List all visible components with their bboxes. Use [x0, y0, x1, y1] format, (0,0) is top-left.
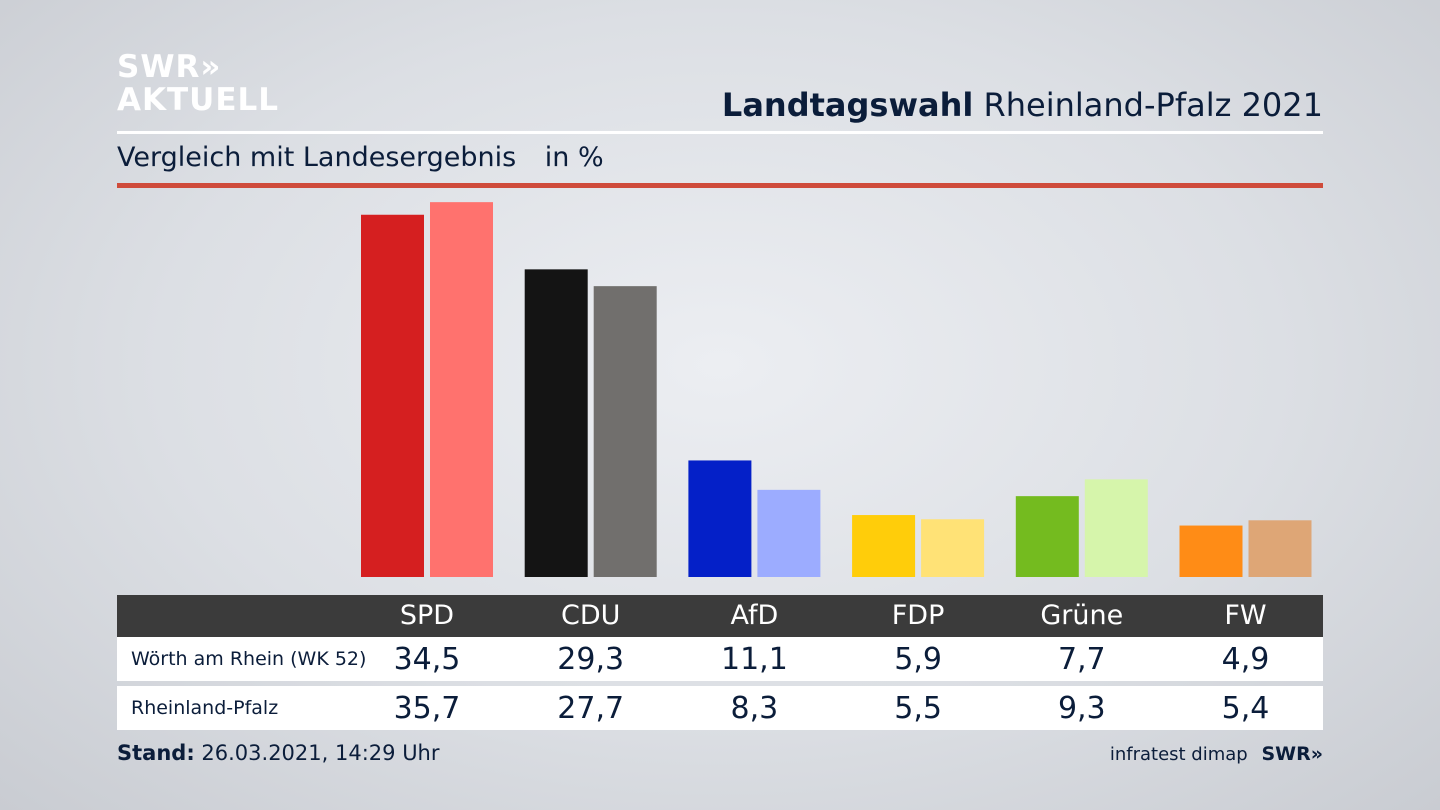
- value-afd-district: 11,1: [720, 642, 788, 677]
- row-label: Rheinland-Pfalz: [131, 697, 279, 719]
- title-bold: Landtagswahl: [721, 86, 974, 124]
- page-title: Landtagswahl Rheinland-Pfalz 2021: [722, 86, 1323, 124]
- title-divider: [117, 131, 1323, 134]
- value-cdu-district: 29,3: [557, 642, 625, 677]
- source-credit: infratest dimap SWR»: [1110, 743, 1323, 765]
- table-row: Rheinland-Pfalz 35,7 27,7 8,3 5,5 9,3 5,4: [117, 686, 1323, 730]
- bar-fw-district: [1179, 525, 1243, 577]
- stand-value: 26.03.2021, 14:29 Uhr: [201, 741, 440, 765]
- bar-afd-district: [688, 460, 752, 577]
- logo-line-2: AKTUELL: [117, 82, 280, 118]
- value-fw-district: 4,9: [1221, 642, 1270, 677]
- bar-spd-district: [361, 214, 424, 577]
- swr-brand: SWR»: [1261, 743, 1323, 765]
- value-spd-district: 34,5: [393, 642, 461, 677]
- table-row: Wörth am Rhein (WK 52) 34,5 29,3 11,1 5,9 7,…: [117, 637, 1323, 681]
- value-grüne-district: 7,7: [1057, 642, 1106, 677]
- unit-label: in %: [544, 142, 604, 173]
- timestamp: Stand: 26.03.2021, 14:29 Uhr: [117, 741, 440, 765]
- bar-cdu-state: [593, 286, 657, 577]
- bar-cdu-district: [524, 269, 588, 577]
- bar-spd-state: [430, 202, 493, 577]
- category-label-cdu: CDU: [560, 600, 621, 631]
- subtitle-text: Vergleich mit Landesergebnis: [117, 142, 517, 173]
- value-cdu-state: 27,7: [557, 691, 625, 726]
- logo-line-1: SWR»: [117, 49, 222, 85]
- value-fdp-state: 5,5: [894, 691, 942, 726]
- category-label-afd: AfD: [730, 600, 779, 631]
- bar-fdp-district: [852, 515, 916, 577]
- value-fdp-district: 5,9: [894, 642, 942, 677]
- bar-fdp-state: [921, 519, 985, 577]
- value-grüne-state: 9,3: [1057, 691, 1106, 726]
- bar-fw-state: [1248, 520, 1312, 577]
- accent-divider: [117, 183, 1323, 188]
- bar-grüne-district: [1015, 496, 1079, 577]
- title-rest: Rheinland-Pfalz 2021: [983, 86, 1323, 124]
- value-fw-state: 5,4: [1221, 691, 1270, 726]
- value-afd-state: 8,3: [730, 691, 779, 726]
- row-label: Wörth am Rhein (WK 52): [131, 648, 367, 670]
- chart-subtitle: Vergleich mit Landesergebnis in %: [117, 142, 604, 173]
- category-label-fw: FW: [1224, 600, 1267, 631]
- value-spd-state: 35,7: [393, 691, 461, 726]
- table-header: SPD CDU AfD FDP Grüne FW: [117, 595, 1323, 637]
- swr-aktuell-logo: SWR» AKTUELL: [117, 52, 279, 116]
- bar-grüne-state: [1084, 479, 1148, 577]
- category-label-grüne: Grüne: [1040, 600, 1124, 631]
- category-label-spd: SPD: [399, 600, 455, 631]
- category-label-fdp: FDP: [891, 600, 945, 631]
- bar-afd-state: [757, 489, 821, 577]
- source-text: infratest dimap: [1109, 744, 1248, 765]
- results-table: SPD CDU AfD FDP Grüne FW Wörth am Rhein (WK 5…: [117, 595, 1323, 730]
- stand-label: Stand:: [117, 741, 195, 765]
